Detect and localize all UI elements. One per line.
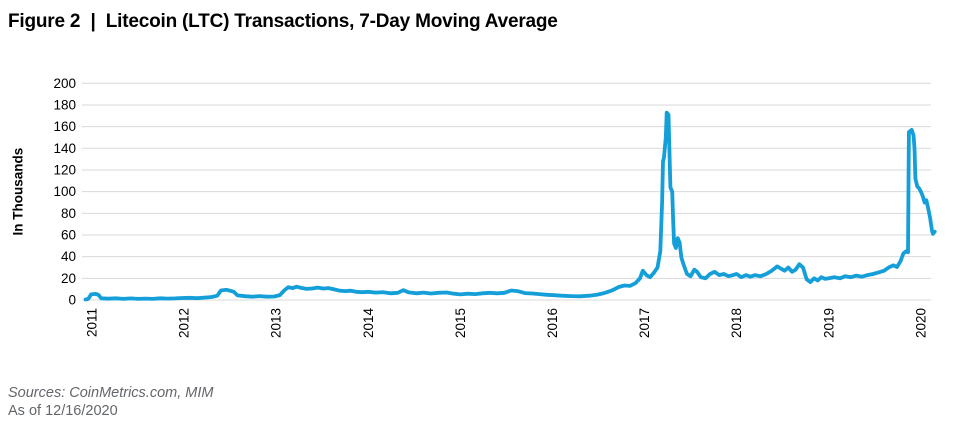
x-tick-label: 2013 bbox=[269, 308, 284, 338]
x-tick-label: 2019 bbox=[821, 308, 836, 338]
figure-title: Figure 2 | Litecoin (LTC) Transactions, … bbox=[8, 11, 558, 32]
x-tick-label: 2012 bbox=[177, 308, 192, 338]
x-tick-label: 2014 bbox=[361, 308, 376, 339]
y-tick-label: 160 bbox=[53, 119, 76, 134]
y-tick-label: 140 bbox=[53, 141, 76, 156]
sources-note: Sources: CoinMetrics.com, MIM bbox=[8, 385, 214, 401]
x-tick-label: 2016 bbox=[545, 308, 560, 338]
y-tick-label: 100 bbox=[53, 184, 76, 199]
x-tick-label: 2018 bbox=[729, 308, 744, 338]
y-tick-label: 180 bbox=[53, 97, 76, 112]
chart-footer: Sources: CoinMetrics.com, MIM As of 12/1… bbox=[8, 385, 213, 420]
y-tick-label: 20 bbox=[61, 271, 76, 286]
series-line bbox=[83, 110, 937, 302]
x-tick-label: 2020 bbox=[913, 308, 928, 338]
y-tick-label: 0 bbox=[68, 293, 76, 308]
y-tick-label: 60 bbox=[61, 227, 76, 242]
x-tick-label: 2017 bbox=[637, 308, 652, 338]
as-of-date: As of 12/16/2020 bbox=[8, 402, 118, 419]
x-tick-label: 2011 bbox=[85, 308, 100, 337]
y-tick-label: 200 bbox=[53, 76, 76, 91]
y-axis-title: In Thousands bbox=[11, 148, 26, 236]
y-tick-label: 80 bbox=[61, 206, 76, 221]
y-tick-label: 40 bbox=[61, 249, 76, 264]
y-tick-label: 120 bbox=[53, 162, 76, 177]
x-tick-label: 2015 bbox=[453, 308, 468, 338]
